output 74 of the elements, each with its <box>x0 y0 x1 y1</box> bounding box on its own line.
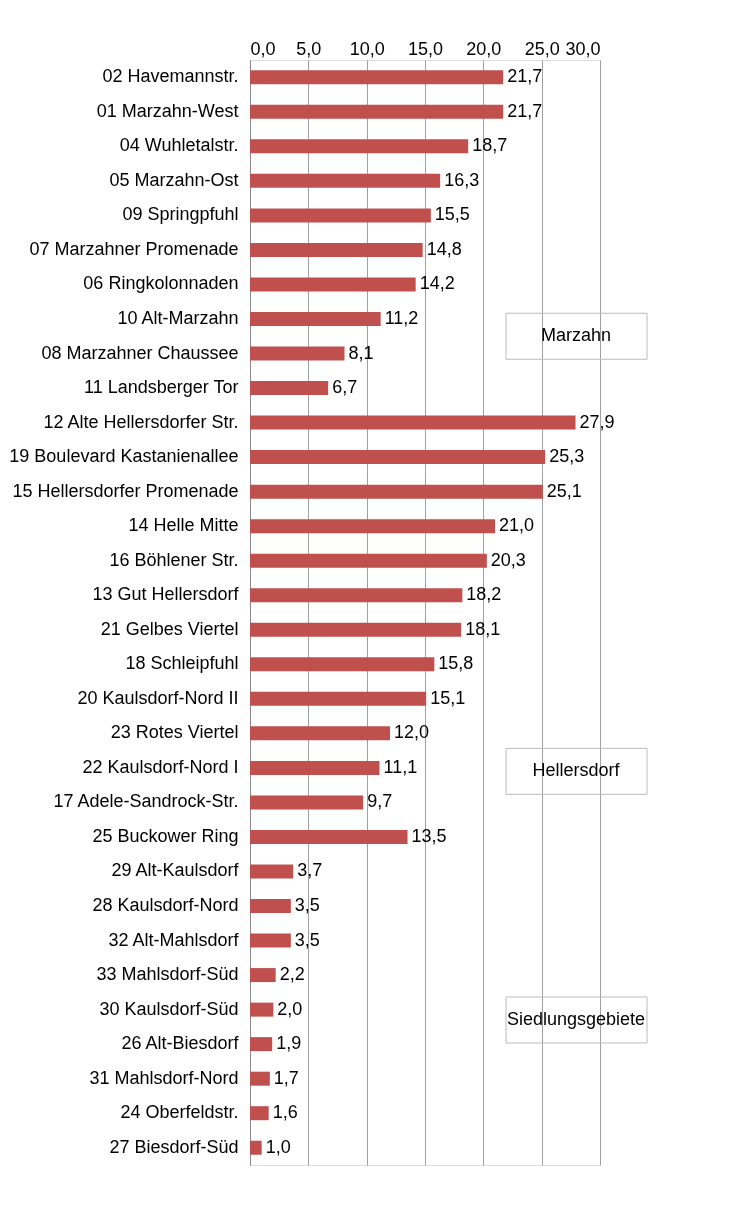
data-label: 11,1 <box>383 756 418 777</box>
y-tick-label: 09 Springpfuhl <box>122 204 239 225</box>
data-label: 9,7 <box>367 791 393 812</box>
data-label: 8,1 <box>348 342 374 363</box>
annotation: Hellersdorf <box>532 760 621 781</box>
y-tick-label: 23 Rotes Viertel <box>110 722 239 743</box>
data-label: 1,6 <box>272 1102 298 1123</box>
y-tick-label: 28 Kaulsdorf-Nord <box>92 895 239 916</box>
annotation: Marzahn <box>540 325 612 346</box>
data-label: 2,2 <box>279 964 305 985</box>
y-tick-label: 20 Kaulsdorf-Nord II <box>77 687 239 708</box>
data-label: 14,8 <box>426 238 462 259</box>
y-tick-label: 22 Kaulsdorf-Nord I <box>82 756 239 777</box>
y-tick-label: 26 Alt-Biesdorf <box>121 1033 240 1054</box>
y-tick-label: 31 Mahlsdorf-Nord <box>89 1067 239 1088</box>
data-label: 13,5 <box>411 825 447 846</box>
x-tick-label: 30,0 <box>565 38 601 59</box>
y-tick-label: 01 Marzahn-West <box>96 100 239 121</box>
data-label: 16,3 <box>444 169 480 190</box>
y-tick-label: 33 Mahlsdorf-Süd <box>96 964 239 985</box>
x-tick-label: 5,0 <box>296 38 322 59</box>
data-label: 15,8 <box>438 653 474 674</box>
data-label: 25,1 <box>546 480 582 501</box>
data-label: 21,0 <box>499 515 535 536</box>
data-label: 20,3 <box>490 549 526 570</box>
y-tick-label: 27 Biesdorf-Süd <box>109 1136 239 1157</box>
y-tick-label: 08 Marzahner Chaussee <box>41 342 239 363</box>
data-label: 18,7 <box>472 135 508 156</box>
y-tick-label: 16 Böhlener Str. <box>109 549 239 570</box>
y-tick-label: 25 Buckower Ring <box>92 825 239 846</box>
y-tick-label: 14 Helle Mitte <box>128 515 239 536</box>
data-label: 3,7 <box>297 860 323 881</box>
y-tick-label: 29 Alt-Kaulsdorf <box>111 860 240 881</box>
y-tick-label: 06 Ringkolonnaden <box>83 273 239 294</box>
y-tick-label: 30 Kaulsdorf-Süd <box>99 998 239 1019</box>
y-tick-label: 21 Gelbes Viertel <box>100 618 239 639</box>
y-tick-label: 13 Gut Hellersdorf <box>92 584 240 605</box>
annotation: Siedlungsgebiete <box>506 1008 646 1029</box>
data-label: 1,9 <box>276 1033 302 1054</box>
y-tick-label: 19 Boulevard Kastanienallee <box>9 446 239 467</box>
data-label: 1,0 <box>265 1136 291 1157</box>
y-tick-label: 24 Oberfeldstr. <box>120 1102 239 1123</box>
data-label: 21,7 <box>507 66 543 87</box>
y-tick-label: 04 Wuhletalstr. <box>119 135 239 156</box>
data-label: 15,5 <box>434 204 470 225</box>
data-label: 12,0 <box>394 722 430 743</box>
y-tick-label: 11 Landsberger Tor <box>84 377 239 398</box>
data-label: 18,1 <box>465 618 501 639</box>
x-tick-label: 10,0 <box>349 38 385 59</box>
data-label: 6,7 <box>332 377 358 398</box>
data-label: 18,2 <box>466 584 502 605</box>
x-tick-label: 20,0 <box>466 38 502 59</box>
data-label: 25,3 <box>549 446 585 467</box>
data-label: 3,5 <box>294 895 320 916</box>
y-tick-label: 05 Marzahn-Ost <box>109 169 239 190</box>
data-label: 11,2 <box>384 307 419 328</box>
data-label: 14,2 <box>419 273 455 294</box>
data-label: 21,7 <box>507 100 543 121</box>
x-tick-label: 0,0 <box>250 38 276 59</box>
y-tick-label: 18 Schleipfuhl <box>125 653 239 674</box>
y-tick-label: 10 Alt-Marzahn <box>117 307 239 328</box>
y-tick-label: 12 Alte Hellersdorfer Str. <box>43 411 239 432</box>
x-tick-label: 15,0 <box>407 38 444 59</box>
data-label: 27,9 <box>579 411 615 432</box>
y-tick-label: 07 Marzahner Promenade <box>29 238 239 259</box>
data-label: 2,0 <box>277 998 303 1019</box>
y-tick-label: 17 Adele-Sandrock-Str. <box>53 791 239 812</box>
data-label: 1,7 <box>273 1067 299 1088</box>
data-label: 15,1 <box>430 687 466 708</box>
x-tick-label: 25,0 <box>524 38 560 59</box>
y-tick-label: 02 Havemannstr. <box>102 66 239 87</box>
data-label: 3,5 <box>294 929 320 950</box>
y-tick-label: 15 Hellersdorfer Promenade <box>12 480 239 501</box>
y-tick-label: 32 Alt-Mahlsdorf <box>108 929 240 950</box>
